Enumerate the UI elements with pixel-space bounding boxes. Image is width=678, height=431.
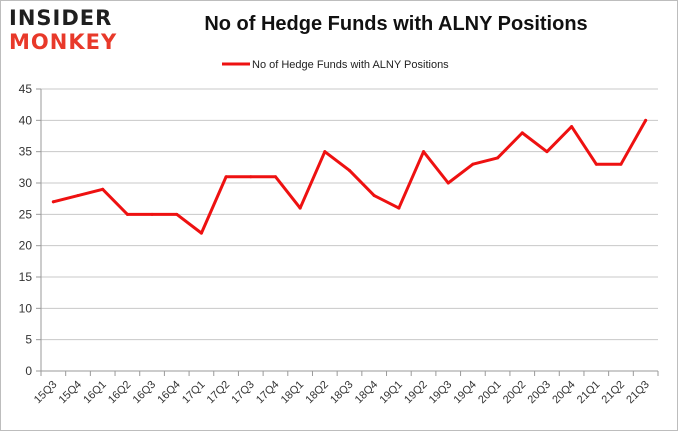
x-tick-label-20Q3: 20Q3 (526, 379, 554, 407)
x-tick-label-21Q3: 21Q3 (624, 379, 652, 407)
y-tick-label-40: 40 (19, 113, 33, 127)
data-point-19Q1 (397, 206, 401, 210)
x-tick-label-16Q4: 16Q4 (155, 379, 183, 407)
x-tick-label-19Q2: 19Q2 (402, 379, 430, 407)
data-point-15Q3 (51, 200, 55, 204)
x-tick-label-18Q3: 18Q3 (328, 379, 356, 407)
x-tick-label-16Q2: 16Q2 (106, 379, 134, 407)
x-tick-label-18Q2: 18Q2 (303, 379, 331, 407)
x-tick-label-16Q1: 16Q1 (81, 379, 109, 407)
data-point-21Q1 (594, 162, 598, 166)
y-tick-label-0: 0 (25, 364, 32, 378)
insider-monkey-logo: INSIDER MONKEY (9, 7, 129, 59)
y-tick-label-45: 45 (19, 82, 33, 96)
x-tick-label-20Q4: 20Q4 (550, 379, 578, 407)
data-point-18Q4 (372, 194, 376, 198)
data-point-18Q2 (323, 150, 327, 154)
x-tick-label-17Q4: 17Q4 (254, 379, 282, 407)
data-point-17Q3 (249, 175, 253, 179)
data-point-16Q1 (101, 187, 105, 191)
data-point-20Q4 (570, 125, 574, 129)
legend-label-0: No of Hedge Funds with ALNY Positions (252, 59, 449, 71)
data-point-16Q2 (125, 212, 129, 216)
x-tick-label-20Q1: 20Q1 (476, 379, 504, 407)
logo-text-monkey: MONKEY (9, 30, 118, 54)
series-line-0 (51, 118, 648, 235)
data-point-17Q4 (273, 175, 277, 179)
x-tick-label-15Q3: 15Q3 (32, 379, 60, 407)
x-tick-label-17Q1: 17Q1 (180, 379, 208, 407)
x-tick-label-19Q1: 19Q1 (377, 379, 405, 407)
data-point-16Q4 (175, 212, 179, 216)
x-tick-label-20Q2: 20Q2 (501, 379, 529, 407)
y-tick-label-35: 35 (19, 145, 33, 159)
data-point-21Q3 (644, 118, 648, 122)
data-point-17Q1 (199, 231, 203, 235)
data-point-15Q4 (76, 194, 80, 198)
y-tick-label-20: 20 (19, 239, 33, 253)
data-point-17Q2 (224, 175, 228, 179)
x-tick-label-19Q4: 19Q4 (451, 379, 479, 407)
x-tick-label-18Q1: 18Q1 (279, 379, 307, 407)
x-tick-label-18Q4: 18Q4 (353, 379, 381, 407)
x-tick-label-16Q3: 16Q3 (131, 379, 159, 407)
data-point-21Q2 (619, 162, 623, 166)
y-tick-label-5: 5 (25, 333, 32, 347)
data-point-20Q3 (545, 150, 549, 154)
data-point-18Q3 (348, 168, 351, 172)
x-tick-label-19Q3: 19Q3 (427, 379, 455, 407)
data-point-19Q3 (446, 181, 450, 185)
x-tick-label-21Q1: 21Q1 (575, 379, 603, 407)
x-tick-label-17Q3: 17Q3 (229, 379, 257, 407)
data-point-20Q2 (520, 131, 524, 135)
x-tick-label-21Q2: 21Q2 (600, 379, 628, 407)
data-point-16Q3 (150, 212, 154, 216)
data-point-19Q2 (422, 150, 426, 154)
y-tick-label-15: 15 (19, 270, 33, 284)
data-point-19Q4 (471, 162, 475, 166)
y-tick-label-25: 25 (19, 207, 33, 221)
data-point-20Q1 (496, 156, 500, 160)
logo-text-insider: INSIDER (9, 6, 113, 30)
y-tick-label-10: 10 (19, 301, 33, 315)
data-point-18Q1 (298, 206, 302, 210)
x-tick-label-17Q2: 17Q2 (205, 379, 233, 407)
x-tick-label-15Q4: 15Q4 (57, 379, 85, 407)
y-tick-label-30: 30 (19, 176, 33, 190)
chart-title: No of Hedge Funds with ALNY Positions (204, 13, 588, 35)
